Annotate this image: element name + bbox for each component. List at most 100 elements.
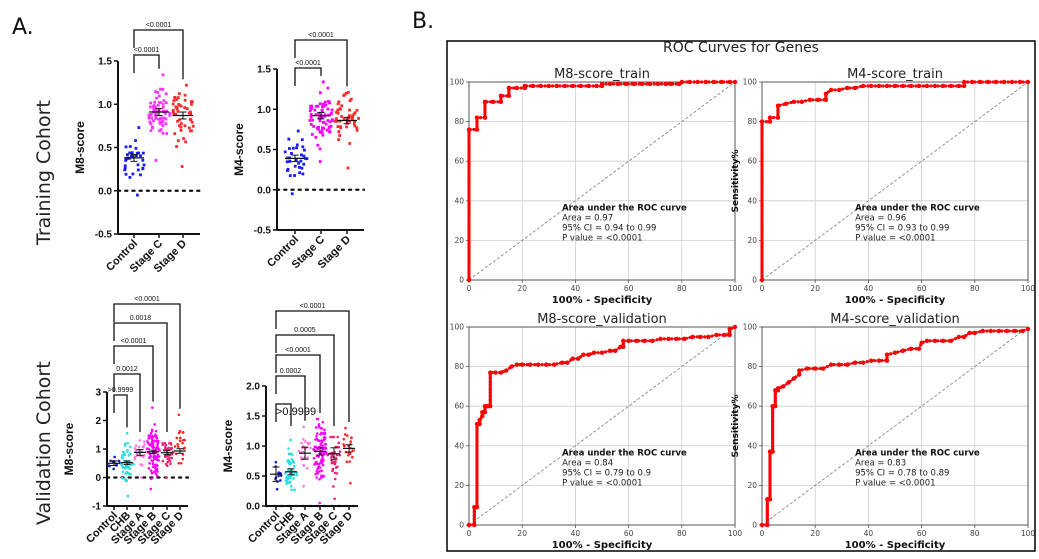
data-point [171,102,175,106]
data-point [312,125,316,128]
roc-point [714,332,719,338]
y-tick-label: -0.5 [95,230,113,241]
significance-bracket [275,310,350,422]
data-point [321,456,324,460]
data-point [303,148,306,152]
data-point [313,462,317,466]
roc-point [775,115,781,120]
data-point [177,92,181,96]
data-point [302,425,306,429]
data-point [288,147,291,150]
y-tick-label: 100 [450,323,465,332]
roc-point [477,417,482,423]
data-point [290,192,294,196]
data-point [318,160,322,163]
data-point [141,158,145,162]
x-tick-label: 20 [810,284,820,293]
data-point [154,429,158,433]
data-point [277,474,280,478]
data-point [151,126,155,130]
data-point [176,445,180,448]
roc-point [538,83,544,89]
data-point [275,487,279,491]
data-point [293,164,297,168]
roc-point [860,83,866,89]
data-point [160,116,164,120]
significance-bracket [275,354,321,413]
roc-point [695,79,700,85]
data-point [349,481,352,485]
significance-bracket [133,29,184,80]
data-point [164,445,167,449]
data-point [190,102,193,106]
data-point [172,99,176,103]
data-point [147,466,151,470]
data-point [314,426,318,429]
data-point [315,432,319,435]
data-point [336,102,340,106]
data-point [330,118,334,121]
data-point [285,160,289,164]
data-point [173,95,177,99]
data-point [316,447,319,451]
x-tick-label: 100 [1021,284,1036,293]
data-point [289,438,292,442]
data-point [330,108,334,112]
roc-panel-frame [446,40,1036,552]
roc-point [791,99,797,105]
data-point [155,464,159,467]
data-point [149,101,153,105]
roc-point [820,366,826,371]
data-point [127,454,131,457]
data-point [290,488,293,492]
data-point [123,466,127,470]
data-point [161,120,165,123]
x-tick-label: 100 [728,529,743,538]
data-point [128,145,132,148]
x-tick-label: 60 [917,529,927,538]
data-point [344,426,347,430]
data-point [177,413,181,417]
roc-point [666,336,671,342]
x-tick-label: 60 [917,284,927,293]
data-point [163,111,167,115]
p-value-label: <0.0001 [295,60,321,67]
data-point [149,469,153,472]
y-tick-label: 80 [747,117,757,126]
data-point [176,139,180,143]
data-point [342,117,346,121]
roc-plot-m8-validation: 0 20 40 60 80 100 0 20 40 60 80 100 M8-score_validat… [450,312,743,551]
data-point [149,113,153,116]
data-point [302,464,305,467]
roc-point [868,83,874,89]
data-point [123,166,127,170]
data-point [131,172,135,176]
y-tick-label: -1 [92,502,101,513]
roc-point [722,332,727,338]
data-point [301,172,305,176]
roc-point [759,277,765,283]
roc-point [578,83,583,89]
roc-point [586,83,591,89]
data-point [321,80,325,84]
roc-point [1025,79,1031,85]
data-point [170,452,174,456]
data-point [336,435,339,439]
data-point [156,446,159,449]
data-point [179,125,183,129]
y-tick-label: -0.5 [254,226,272,237]
data-point [162,109,165,113]
data-point [316,143,320,147]
roc-point [908,83,914,89]
y-axis-title: M8-score [62,422,76,475]
roc-point [575,356,581,361]
data-point [315,461,318,464]
data-point [337,441,341,445]
data-point [300,153,303,157]
data-point [121,470,125,474]
data-point [290,458,294,461]
data-point [288,159,292,163]
data-point [309,107,313,111]
roc-point [791,376,797,381]
data-point [313,108,317,112]
